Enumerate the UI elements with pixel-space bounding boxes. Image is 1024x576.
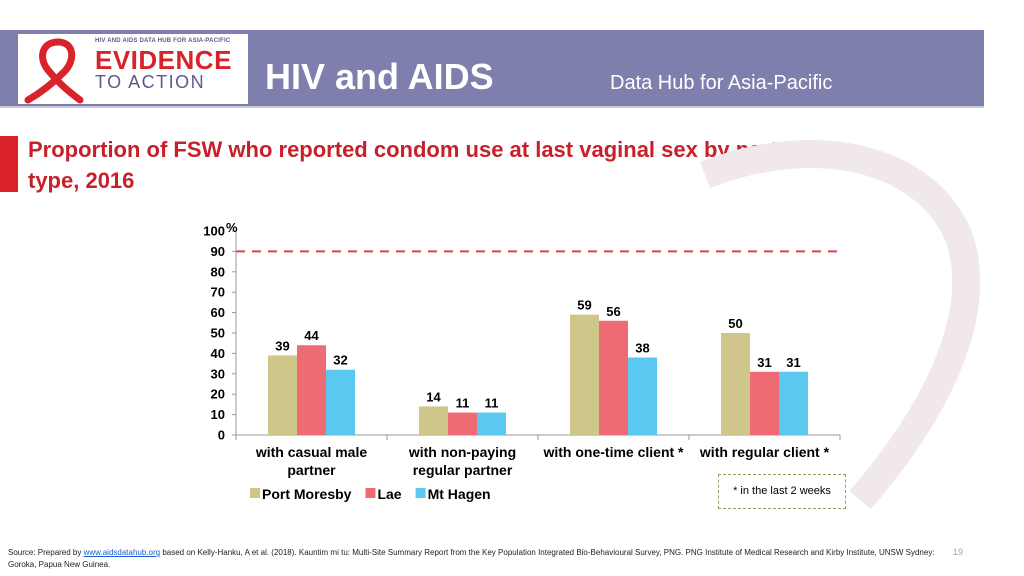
bar-port-moresby [419, 406, 448, 435]
red-ribbon-icon [24, 38, 84, 104]
data-label: 56 [606, 304, 620, 319]
source-link[interactable]: www.aidsdatahub.org [83, 548, 161, 557]
bar-port-moresby [570, 314, 599, 435]
data-label: 38 [635, 340, 649, 355]
y-tick-label: 20 [211, 387, 225, 402]
y-tick-label: 30 [211, 366, 225, 381]
y-tick-label: 60 [211, 305, 225, 320]
data-label: 59 [577, 298, 591, 313]
data-label: 50 [728, 316, 742, 331]
title-accent-bar [0, 136, 18, 192]
y-tick-label: 40 [211, 346, 225, 361]
y-tick-label: 80 [211, 264, 225, 279]
evidence-to-action-logo [18, 34, 248, 104]
y-axis-unit-label: % [226, 220, 238, 235]
data-label: 31 [757, 355, 771, 370]
x-category-label: with non-paying [408, 444, 516, 460]
legend-swatch [415, 488, 426, 498]
y-tick-label: 50 [211, 326, 225, 341]
logo-action-text: TO ACTION [95, 72, 206, 92]
slide-title: Proportion of FSW who reported condom us… [28, 137, 812, 193]
y-tick-label: 0 [218, 428, 225, 443]
data-label: 31 [786, 355, 800, 370]
bar-lae [599, 320, 628, 435]
data-label: 44 [304, 328, 319, 343]
bar-mt-hagen [477, 412, 506, 435]
bar-lae [448, 412, 477, 435]
logo-tagline: HIV AND AIDS DATA HUB FOR ASIA-PACIFIC [95, 38, 231, 44]
x-category-label: regular partner [413, 462, 513, 478]
legend-label: Mt Hagen [428, 486, 491, 502]
source-prefix: Source: Prepared by [8, 548, 84, 557]
legend-swatch [365, 488, 376, 498]
data-label: 11 [485, 396, 499, 411]
page-number: 19 [953, 547, 964, 557]
footnote-box: * in the last 2 weeks [718, 474, 846, 509]
data-label: 32 [333, 353, 347, 368]
background-ribbon-decoration [699, 140, 981, 510]
y-tick-label: 10 [211, 407, 225, 422]
legend-label: Port Moresby [262, 486, 352, 502]
bar-mt-hagen [628, 357, 657, 435]
data-label: 39 [275, 338, 289, 353]
bar-mt-hagen [326, 369, 355, 435]
source-note: Source: Prepared by www.aidsdatahub.org … [8, 547, 938, 571]
legend-label: Lae [377, 486, 401, 502]
bar-lae [297, 345, 326, 435]
bar-mt-hagen [779, 371, 808, 435]
y-tick-label: 90 [211, 244, 225, 259]
x-category-label: with casual male [255, 444, 367, 460]
source-suffix: based on Kelly-Hanku, A et al. (2018). K… [8, 548, 935, 569]
x-category-label: with one-time client * [542, 444, 684, 460]
logo-evidence-text: EVIDENCE [95, 45, 232, 75]
data-label: 14 [426, 389, 441, 404]
legend-swatch [250, 488, 260, 498]
bar-port-moresby [721, 333, 750, 435]
data-label: 11 [456, 396, 470, 411]
hub-subtitle: Data Hub for Asia-Pacific [610, 72, 833, 94]
y-tick-label: 100 [203, 224, 225, 239]
bar-port-moresby [268, 355, 297, 435]
x-category-label: partner [287, 462, 336, 478]
hub-title: HIV and AIDS [265, 56, 494, 97]
x-category-label: with regular client * [699, 444, 830, 460]
y-tick-label: 70 [211, 285, 225, 300]
bar-lae [750, 371, 779, 435]
